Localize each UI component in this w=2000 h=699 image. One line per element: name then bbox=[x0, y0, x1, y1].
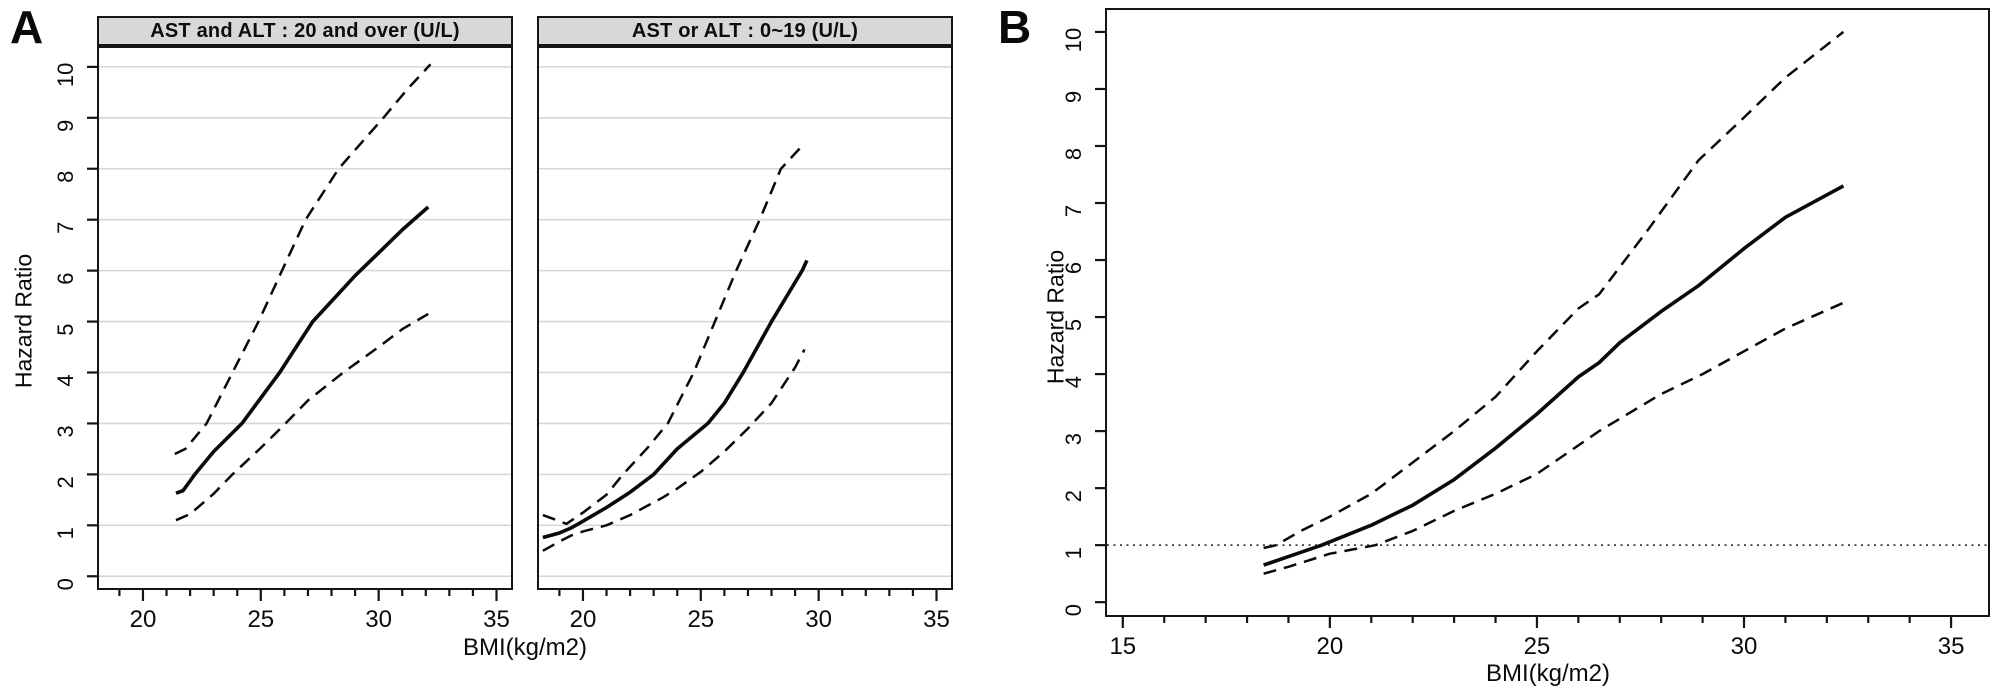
y-tick-label: 7 bbox=[1061, 205, 1086, 217]
panel-a-letter: A bbox=[10, 1, 44, 53]
hazard-ratio-curve bbox=[175, 205, 430, 495]
x-tick-label: 25 bbox=[247, 606, 274, 633]
y-tick-label: 3 bbox=[53, 425, 78, 437]
y-tick-label: 4 bbox=[1061, 376, 1086, 388]
y-tick-label: 2 bbox=[53, 476, 78, 488]
y-tick-label: 3 bbox=[1061, 433, 1086, 445]
plot-box-a-left bbox=[97, 46, 513, 590]
y-tick-label: 5 bbox=[1061, 319, 1086, 331]
y-tick-label: 1 bbox=[1061, 547, 1086, 559]
y-tick-label: 2 bbox=[1061, 490, 1086, 502]
y-tick-label: 6 bbox=[53, 273, 78, 285]
upper-95-ci-curve bbox=[174, 63, 432, 456]
lower-95-ci-curve bbox=[1263, 301, 1844, 575]
x-tick-label: 25 bbox=[1524, 633, 1551, 660]
x-axis-title-panel-b: BMI(kg/m2) bbox=[1485, 660, 1611, 687]
panel-b-letter: B bbox=[998, 1, 1032, 53]
upper-95-ci-curve bbox=[542, 142, 806, 526]
x-tick-label: 25 bbox=[687, 606, 714, 633]
x-axis-title-panel-a: BMI(kg/m2) bbox=[462, 634, 588, 661]
y-tick-label: 4 bbox=[53, 374, 78, 386]
y-tick-label: 5 bbox=[53, 323, 78, 335]
hazard-ratio-curve bbox=[542, 259, 809, 540]
x-tick-label: 35 bbox=[483, 606, 510, 633]
x-tick-label: 20 bbox=[1317, 633, 1344, 660]
plot-box-a-right bbox=[537, 46, 953, 590]
y-tick-label: 7 bbox=[53, 222, 78, 234]
lower-95-ci-curve bbox=[175, 312, 429, 522]
y-tick-label: 8 bbox=[53, 171, 78, 183]
y-tick-label: 0 bbox=[53, 578, 78, 590]
y-tick-label: 9 bbox=[53, 120, 78, 132]
upper-95-ci-curve bbox=[1263, 30, 1845, 550]
x-tick-label: 30 bbox=[365, 606, 392, 633]
x-tick-label: 15 bbox=[1109, 633, 1136, 660]
y-tick-label: 8 bbox=[1061, 148, 1086, 160]
lower-95-ci-curve bbox=[542, 349, 806, 552]
x-tick-label: 20 bbox=[130, 606, 157, 633]
y-tick-label: 0 bbox=[1061, 604, 1086, 616]
y-tick-label: 1 bbox=[53, 527, 78, 539]
strip-header-ast-and-alt: AST and ALT : 20 and over (U/L) bbox=[97, 16, 513, 46]
strip-header-ast-or-alt: AST or ALT : 0~19 (U/L) bbox=[537, 16, 953, 46]
y-tick-label: 9 bbox=[1061, 91, 1086, 103]
x-tick-label: 35 bbox=[1938, 633, 1965, 660]
x-tick-label: 20 bbox=[570, 606, 597, 633]
y-tick-label: 10 bbox=[1061, 28, 1086, 52]
hazard-ratio-curve bbox=[1263, 184, 1845, 567]
plot-box-b bbox=[1105, 8, 1990, 617]
x-tick-label: 35 bbox=[923, 606, 950, 633]
x-tick-label: 30 bbox=[1731, 633, 1758, 660]
y-tick-label: 10 bbox=[53, 63, 78, 87]
x-tick-label: 30 bbox=[805, 606, 832, 633]
y-tick-label: 6 bbox=[1061, 262, 1086, 274]
